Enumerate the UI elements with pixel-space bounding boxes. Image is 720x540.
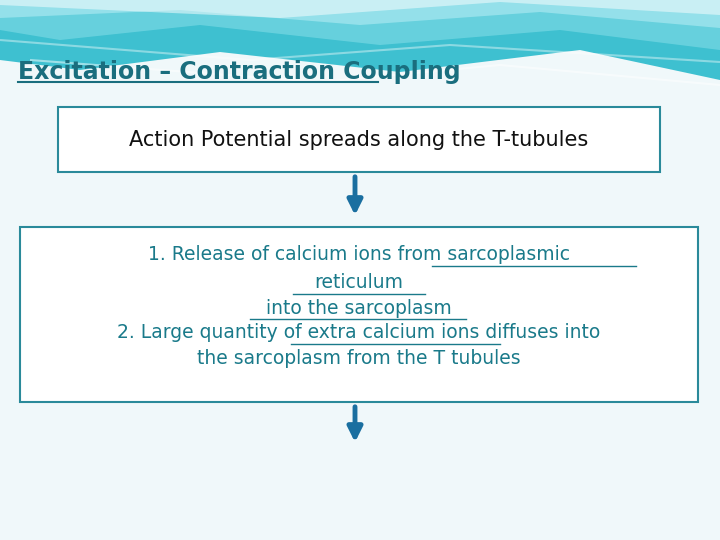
FancyBboxPatch shape <box>20 227 698 402</box>
Text: the sarcoplasm from the T tubules: the sarcoplasm from the T tubules <box>197 348 521 368</box>
Text: into the sarcoplasm: into the sarcoplasm <box>266 299 452 318</box>
Text: reticulum: reticulum <box>315 273 403 293</box>
Polygon shape <box>0 0 720 50</box>
Text: 1. Release of calcium ions from sarcoplasmic: 1. Release of calcium ions from sarcopla… <box>148 246 570 265</box>
Polygon shape <box>0 0 720 80</box>
Polygon shape <box>0 0 720 18</box>
FancyBboxPatch shape <box>58 107 660 172</box>
Text: 2. Large quantity of extra calcium ions diffuses into: 2. Large quantity of extra calcium ions … <box>117 323 600 342</box>
Text: Excitation – Contraction Coupling: Excitation – Contraction Coupling <box>18 60 461 84</box>
Polygon shape <box>0 0 720 28</box>
Text: Action Potential spreads along the T-tubules: Action Potential spreads along the T-tub… <box>130 130 589 150</box>
